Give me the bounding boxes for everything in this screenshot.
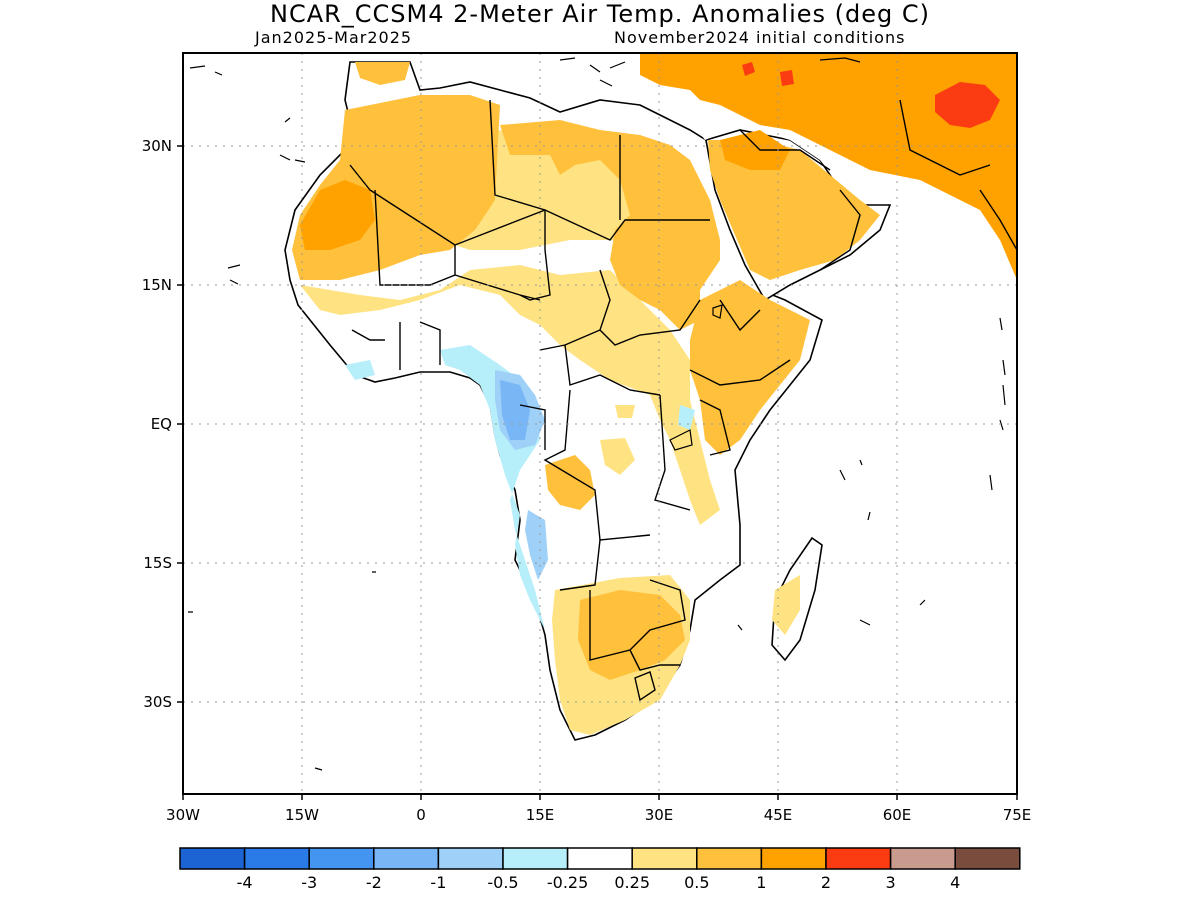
- colorbar-swatch-7: [631, 847, 698, 870]
- anomaly-1-2: [640, 53, 1017, 280]
- colorbar: -4 -3 -2 -1 -0.5 -0.25 0.25 0.5 1 2 3 4: [179, 847, 1021, 892]
- anomaly-2-3: [935, 82, 1000, 128]
- lon-label-45e: 45E: [764, 806, 793, 824]
- colorbar-swatch-6: [566, 847, 633, 870]
- colorbar-label-0: -4: [237, 873, 253, 892]
- anomaly-0.5-1: [708, 140, 880, 280]
- lon-label-15w: 15W: [285, 806, 319, 824]
- anomaly-neg-1: [500, 380, 530, 440]
- coast-details: [188, 57, 1006, 771]
- anomaly-2-3: [742, 62, 755, 76]
- anomaly-0.5-1: [545, 455, 595, 510]
- anomaly-0.5-1: [500, 120, 720, 330]
- anomaly-neg-0.5: [525, 510, 548, 580]
- colorbar-swatch-11: [889, 847, 956, 870]
- map-title: NCAR_CCSM4 2-Meter Air Temp. Anomalies (…: [269, 0, 930, 28]
- lat-label-30n: 30N: [142, 137, 172, 155]
- colorbar-label-4: -0.5: [487, 873, 518, 892]
- lon-label-30w: 30W: [166, 806, 200, 824]
- lon-label-15e: 15E: [526, 806, 555, 824]
- colorbar-label-8: 1: [756, 873, 766, 892]
- colorbar-swatch-8: [696, 847, 763, 870]
- lat-label-15s: 15S: [143, 554, 172, 572]
- colorbar-label-6: 0.25: [614, 873, 650, 892]
- lon-label-75e: 75E: [1003, 806, 1032, 824]
- map-area: [188, 53, 1017, 771]
- colorbar-swatch-12: [954, 847, 1021, 870]
- anomaly-0.25-0.5: [600, 438, 635, 475]
- colorbar-swatch-1: [243, 847, 310, 870]
- colorbar-label-9: 2: [821, 873, 831, 892]
- anomaly-0.25-0.5: [615, 405, 635, 418]
- lat-label-15n: 15N: [142, 276, 172, 294]
- axis-ticks: [177, 145, 1018, 800]
- colorbar-swatch-0: [179, 847, 246, 870]
- colorbar-swatch-3: [373, 847, 440, 870]
- lon-label-0: 0: [416, 806, 426, 824]
- colorbar-label-2: -2: [366, 873, 382, 892]
- colorbar-label-11: 4: [950, 873, 960, 892]
- anomaly-neg-0.25: [345, 360, 375, 380]
- lon-label-30e: 30E: [645, 806, 674, 824]
- colorbar-label-3: -1: [430, 873, 446, 892]
- colorbar-swatch-5: [502, 847, 569, 870]
- lon-label-60e: 60E: [883, 806, 912, 824]
- anomaly-1-2: [300, 180, 375, 250]
- anomaly-2-3: [780, 70, 794, 86]
- colorbar-label-5: -0.25: [547, 873, 588, 892]
- colorbar-label-10: 3: [886, 873, 896, 892]
- period-subtitle: Jan2025-Mar2025: [255, 28, 413, 47]
- colorbar-label-7: 0.5: [684, 873, 709, 892]
- lat-label-eq: EQ: [151, 415, 172, 433]
- colorbar-swatch-10: [825, 847, 892, 870]
- colorbar-swatch-9: [760, 847, 827, 870]
- init-conditions-subtitle: November2024 initial conditions: [614, 28, 906, 47]
- anomaly-0.5-1: [355, 62, 410, 85]
- anomaly-0.25-0.5: [772, 575, 800, 635]
- anomaly-0.25-0.5: [300, 265, 720, 525]
- anomaly-1-2: [720, 130, 790, 170]
- colorbar-label-1: -3: [301, 873, 317, 892]
- lon-labels: 30W 15W 0 15E 30E 45E 60E 75E: [166, 806, 1031, 824]
- gridlines: [183, 53, 1017, 794]
- country-borders: [349, 99, 1017, 702]
- colorbar-swatch-2: [308, 847, 375, 870]
- colorbar-swatch-4: [437, 847, 504, 870]
- lat-label-30s: 30S: [143, 693, 172, 711]
- lat-labels: 30N 15N EQ 15S 30S: [142, 137, 172, 711]
- anomaly-0.5-1: [578, 590, 685, 680]
- anomaly-neg-0.25: [678, 405, 695, 430]
